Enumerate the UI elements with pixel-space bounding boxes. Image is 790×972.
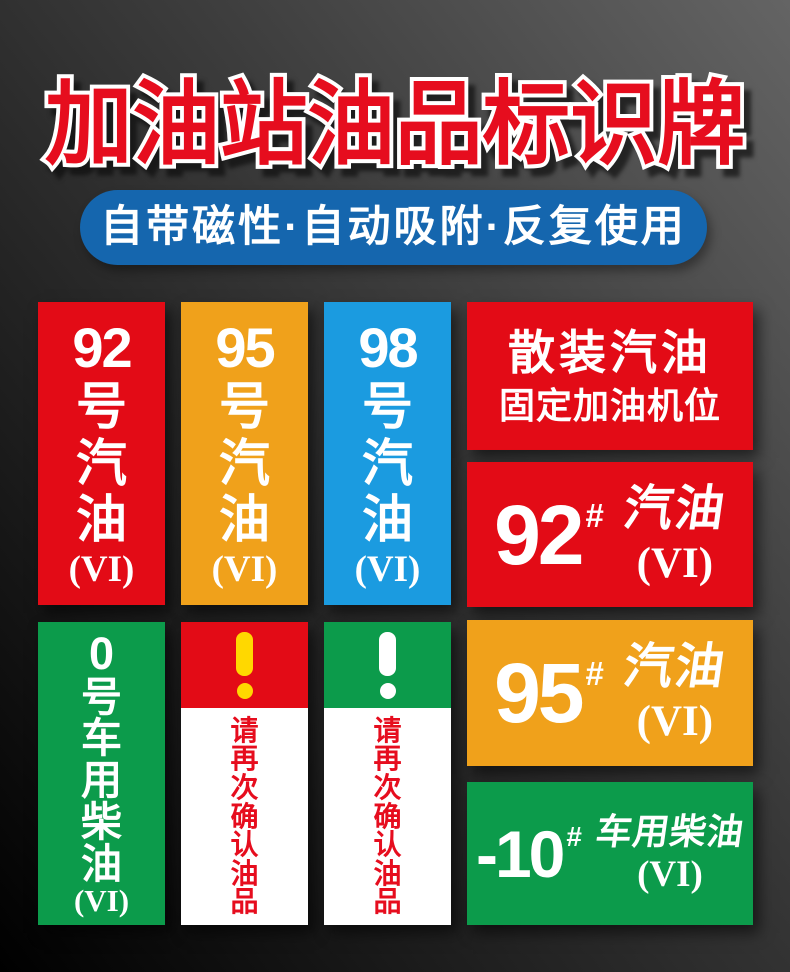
fuel-number: 92 [494,487,584,582]
warning-char: 确 [230,800,259,832]
fuel-grade: (VI) [211,548,278,590]
warning-char: 次 [373,771,402,803]
fuel-number: 98 [358,315,418,379]
warning-char: 再 [230,743,259,775]
warning-header [181,622,308,708]
warning-char: 油 [230,857,259,889]
fuel-number-group: 95 # [494,651,604,735]
fuel-char: 号 [75,378,127,435]
sign-line-2: 固定加油机位 [498,384,721,426]
sign-minus10-diesel-horizontal: -10 # 车用柴油 (VI) [467,782,753,925]
warning-char: 请 [230,714,259,746]
fuel-char: 柴 [81,798,122,845]
sign-92-gasoline-vertical: 92 号 汽 油 (VI) [38,302,165,605]
fuel-number: 92 [72,315,132,379]
warning-char: 认 [230,829,259,861]
hash-mark: # [585,496,604,534]
sign-warning-confirm-fuel-red: 请 再 次 确 认 油 品 [181,622,308,925]
sign-line-1: 散装汽油 [508,325,712,379]
fuel-char: 用 [81,757,122,803]
fuel-label-group: 车用柴油 (VI) [593,811,747,895]
fuel-char: 汽 [218,434,270,492]
fuel-number-group: 92 # [494,493,604,577]
fuel-char: 油 [361,491,413,548]
fuel-grade: (VI) [73,883,130,919]
hash-mark: # [566,820,582,852]
fuel-number-group: -10 # [476,821,582,887]
warning-char: 油 [373,857,402,889]
feature-banner: 自带磁性·自动吸附·反复使用 [80,190,707,265]
sign-0-diesel-vertical: 0 号 车 用 柴 油 (VI) [38,622,165,925]
warning-char: 品 [373,886,402,918]
fuel-number: 0 [88,627,115,679]
fuel-grade: (VI) [636,539,714,587]
fuel-product: 汽油 [620,481,730,536]
sign-warning-confirm-fuel-green: 请 再 次 确 认 油 品 [324,622,451,925]
fuel-product: 车用柴油 [593,811,747,852]
fuel-grade: (VI) [68,548,135,590]
fuel-number: 95 [494,646,584,740]
fuel-char: 油 [75,491,127,548]
page-title: 加油站油品标识牌 [41,70,749,180]
fuel-number: 95 [215,315,275,379]
warning-header [324,622,451,708]
fuel-number: -10 [476,816,565,891]
fuel-char: 油 [81,840,122,887]
warning-text: 请 再 次 确 认 油 品 [181,708,308,925]
warning-char: 确 [373,800,402,832]
fuel-product: 汽油 [620,640,730,694]
fuel-grade: (VI) [354,548,421,590]
warning-char: 次 [230,771,259,803]
fuel-char: 汽 [75,434,127,492]
warning-char: 品 [230,886,259,918]
fuel-label-group: 汽油 (VI) [620,482,730,587]
sign-95-gasoline-horizontal: 95 # 汽油 (VI) [467,620,753,766]
fuel-char: 车 [81,715,122,762]
fuel-char: 号 [361,378,413,435]
feature-banner-text: 自带磁性·自动吸附·反复使用 [100,203,687,251]
fuel-char: 汽 [361,434,413,492]
fuel-char: 号 [81,673,122,720]
warning-char: 再 [373,743,402,775]
fuel-label-group: 汽油 (VI) [620,640,730,745]
sign-98-gasoline-vertical: 98 号 汽 油 (VI) [324,302,451,605]
exclamation-icon [379,631,396,699]
warning-char: 认 [373,829,402,861]
hash-mark: # [585,655,604,692]
sign-92-gasoline-horizontal: 92 # 汽油 (VI) [467,462,753,607]
sign-bulk-gasoline: 散装汽油 固定加油机位 [467,302,753,450]
page-title-text: 加油站油品标识牌 [45,74,745,176]
fuel-grade: (VI) [636,698,714,745]
exclamation-icon [236,631,253,699]
fuel-char: 油 [218,491,270,548]
fuel-grade: (VI) [637,854,703,895]
sign-95-gasoline-vertical: 95 号 汽 油 (VI) [181,302,308,605]
warning-text: 请 再 次 确 认 油 品 [324,708,451,925]
warning-char: 请 [373,714,402,746]
fuel-char: 号 [218,378,270,435]
